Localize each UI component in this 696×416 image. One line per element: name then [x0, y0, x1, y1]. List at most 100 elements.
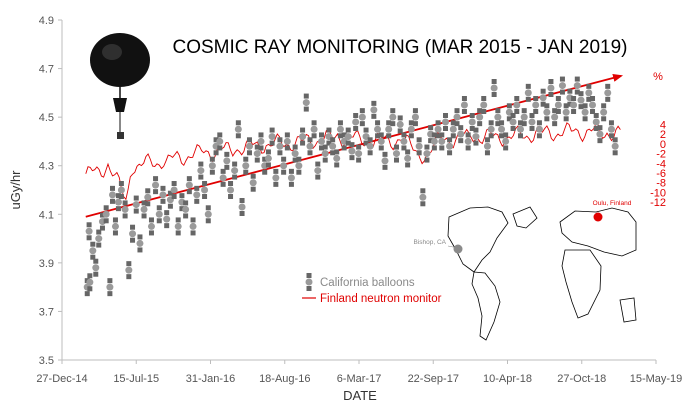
- y2-tick-label: -10: [650, 187, 666, 199]
- balloon-point: [600, 103, 608, 122]
- balloon-point: [283, 132, 291, 151]
- balloon-point: [505, 103, 513, 122]
- balloon-point: [163, 210, 171, 229]
- balloon-point: [539, 88, 547, 107]
- balloon-point: [238, 198, 246, 216]
- balloon-point: [423, 144, 431, 163]
- balloon-point: [287, 168, 295, 187]
- balloon-point: [208, 156, 216, 175]
- x-tick-label: 15-Jul-15: [113, 373, 159, 385]
- balloon-point: [434, 120, 442, 139]
- balloon-point: [159, 185, 167, 204]
- balloon-point: [166, 190, 174, 209]
- y2-tick-label: -2: [656, 149, 666, 161]
- y2-tick-label: 4: [660, 119, 666, 131]
- world-map-icon: [447, 206, 637, 341]
- x-tick-label: 18-Aug-16: [259, 373, 310, 385]
- balloon-point: [333, 149, 341, 168]
- x-tick-label: 27-Oct-18: [557, 373, 606, 385]
- x-tick-label: 31-Jan-16: [186, 373, 236, 385]
- balloon-point: [472, 127, 480, 146]
- y2-tick-label: -4: [656, 158, 666, 170]
- balloon-point: [370, 100, 378, 119]
- balloon-point: [457, 125, 465, 144]
- balloon-point: [106, 278, 114, 297]
- balloon-point: [352, 113, 360, 131]
- balloon-point: [114, 193, 122, 212]
- balloon-point: [570, 96, 578, 114]
- balloon-point: [438, 132, 446, 151]
- balloon-point: [321, 144, 329, 163]
- balloon-point: [446, 137, 454, 156]
- y2-tick-label: -8: [656, 178, 666, 190]
- balloon-point: [193, 185, 201, 204]
- x-tick-label: 10-Apr-18: [483, 373, 532, 385]
- balloon-point: [573, 76, 581, 95]
- balloon-point: [480, 96, 488, 114]
- balloon-point: [430, 132, 438, 151]
- balloon-point: [509, 113, 517, 131]
- balloon-point: [102, 205, 110, 224]
- y2-tick-label: -6: [656, 168, 666, 180]
- balloon-point: [607, 120, 615, 139]
- balloon-point: [306, 137, 314, 156]
- balloon-point: [272, 168, 280, 187]
- balloon-point: [551, 108, 559, 127]
- y-tick-label: 4.3: [39, 161, 54, 173]
- balloon-point: [468, 113, 476, 131]
- balloon-point: [407, 120, 415, 139]
- balloon-point: [487, 120, 495, 139]
- chart-title: COSMIC RAY MONITORING (MAR 2015 - JAN 20…: [172, 37, 627, 58]
- balloon-point: [400, 132, 408, 151]
- balloon-point: [336, 120, 344, 139]
- balloon-point: [111, 217, 119, 236]
- balloon-point: [140, 200, 148, 219]
- balloon-point: [520, 108, 528, 127]
- balloon-point: [355, 144, 363, 163]
- y-tick-label: 3.7: [39, 306, 54, 318]
- y-tick-label: 4.7: [39, 64, 54, 76]
- neutron-line: [85, 122, 621, 201]
- balloon-point: [592, 113, 600, 131]
- balloon-point: [547, 79, 555, 97]
- balloon-point: [362, 127, 370, 146]
- balloon-point: [449, 120, 457, 139]
- balloon-point: [460, 96, 468, 114]
- x-tick-label: 6-Mar-17: [337, 373, 382, 385]
- balloon-point: [268, 127, 276, 146]
- balloon-point: [611, 137, 619, 156]
- balloon-point: [389, 108, 397, 127]
- balloon-point: [185, 176, 193, 195]
- balloon-point: [483, 137, 491, 156]
- balloon-point: [490, 79, 498, 97]
- balloon-point: [348, 142, 356, 161]
- balloon-point: [147, 217, 155, 236]
- y-tick-label: 4.5: [39, 112, 54, 124]
- balloon-point: [276, 137, 284, 156]
- balloon-point: [204, 205, 212, 224]
- balloon-point: [344, 127, 352, 146]
- balloon-point: [385, 120, 393, 139]
- balloon-point: [396, 115, 404, 134]
- neutron-line-group: [85, 122, 621, 201]
- balloon-point: [201, 181, 209, 199]
- balloon-point: [234, 120, 242, 139]
- balloon-point: [85, 222, 93, 241]
- balloon-point: [125, 261, 133, 280]
- balloon-point: [189, 217, 197, 236]
- legend-marker-balloons: [305, 273, 313, 291]
- balloon-point: [562, 103, 570, 122]
- balloon-point: [155, 205, 163, 224]
- balloon-point: [415, 137, 423, 156]
- balloon-point: [358, 108, 366, 127]
- balloon-point: [170, 181, 178, 199]
- y-tick-label: 3.9: [39, 258, 54, 270]
- y2-tick-label: 2: [660, 129, 666, 141]
- balloon-point: [392, 144, 400, 163]
- balloon-point: [419, 188, 427, 207]
- balloon-point: [554, 96, 562, 114]
- balloon-point: [92, 258, 100, 277]
- balloon-point: [223, 151, 231, 170]
- balloon-point: [291, 144, 299, 163]
- balloon-point: [502, 132, 510, 151]
